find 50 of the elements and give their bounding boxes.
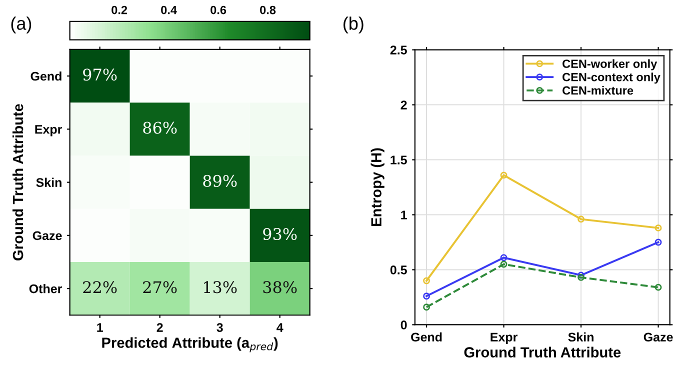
- color-bar-label: 0.8: [260, 6, 276, 14]
- point: [654, 238, 662, 246]
- x-tick-label: 3: [216, 323, 223, 332]
- y-axis-title: Entropy (H): [370, 148, 384, 226]
- x-axis-title: Ground Truth Attribute: [464, 346, 621, 358]
- y-tick-label: 0: [400, 320, 407, 330]
- chart-title: (a): [11, 16, 32, 34]
- point: [654, 284, 662, 291]
- x-axis-title: Predicted Attribute (a$_{pred}$): [102, 337, 278, 352]
- data-label: 86%: [143, 122, 177, 134]
- y-axis-title: Ground Truth Attribute: [12, 104, 24, 260]
- x-tick-label: Gend: [411, 332, 442, 342]
- point: [423, 304, 430, 311]
- y-tick-label: Skin: [36, 178, 62, 187]
- legend-label: CEN-context only: [562, 72, 660, 84]
- x-tick-label: Gaze: [644, 332, 673, 342]
- y-tick-label: Other: [29, 284, 62, 294]
- x-tick-label: 1: [97, 323, 103, 332]
- data-label: 38%: [263, 281, 297, 294]
- y-tick-label: 1: [401, 210, 407, 220]
- y-tick-label: 2.5: [390, 46, 407, 54]
- y-tick-label: 2: [400, 100, 407, 110]
- x-tick-label: Skin: [568, 332, 594, 342]
- color-bar-label: 0.6: [210, 6, 226, 14]
- y-tick-label: 0.5: [390, 266, 407, 274]
- y-tick-label: Gaze: [32, 231, 62, 240]
- point: [578, 216, 584, 223]
- legend-label: CEN-mixture: [562, 86, 634, 95]
- y-tick-label: 1.5: [390, 156, 407, 164]
- color-bar-label: 0.4: [161, 6, 177, 14]
- point: [500, 254, 508, 262]
- data-label: 13%: [204, 281, 237, 294]
- y-tick-label: Gend: [30, 71, 62, 81]
- point: [423, 277, 430, 284]
- chart-title: (b): [344, 16, 364, 34]
- color-bar-label: 0.2: [112, 6, 128, 14]
- x-tick-label: 2: [156, 323, 163, 332]
- point: [500, 260, 508, 268]
- point: [654, 224, 662, 232]
- data-label: 93%: [263, 228, 297, 240]
- x-tick-label: Expr: [490, 332, 518, 344]
- point: [500, 172, 508, 179]
- point: [423, 292, 430, 300]
- y-tick-label: Expr: [35, 125, 62, 136]
- legend-label: CEN-worker only: [562, 59, 658, 70]
- data-label: 89%: [203, 174, 237, 187]
- data-label: 97%: [83, 68, 117, 81]
- data-label: 27%: [143, 281, 177, 294]
- x-tick-label: 4: [276, 323, 284, 332]
- data-label: 22%: [83, 281, 117, 294]
